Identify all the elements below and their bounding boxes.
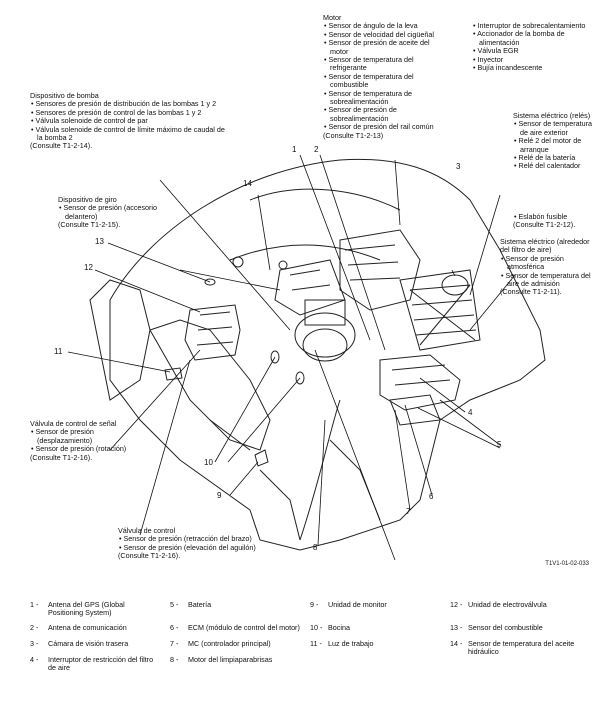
callout-item: Inyector	[472, 55, 592, 64]
callout-item: Eslabón fusible	[513, 212, 601, 221]
ref-number-12: 12	[84, 263, 93, 272]
legend-item: 5 - Batería	[170, 600, 212, 609]
legend-item: 1 - Antena del GPS (Global Positioning Sy…	[30, 600, 125, 618]
ref-number-4: 4	[468, 408, 473, 417]
ref-number-9: 9	[217, 491, 222, 500]
callout-item: Relé de la batería	[513, 153, 595, 162]
callout-control: Válvula de control Sensor de presión (re…	[118, 526, 318, 561]
callout-ref: (Consulte T1-2-14).	[30, 141, 93, 151]
legend-item: 11 - Luz de trabajo	[310, 639, 374, 648]
callout-reles: Sistema eléctrico (relés) Sensor de temp…	[513, 111, 595, 171]
horn-1	[270, 350, 280, 364]
legend-item: 14 - Sensor de temperatura del aceite hid…	[450, 639, 575, 657]
callout-item: Bujía incandescente	[472, 63, 592, 72]
callout-item: Sensor de presión de aceite del motor	[323, 39, 443, 56]
callout-item: Sensores de presión de control de las bo…	[30, 108, 230, 117]
ref-number-2: 2	[314, 145, 319, 154]
pump-unit	[274, 259, 346, 316]
legend-item: 3 - Cámara de visión trasera	[30, 639, 129, 648]
callout-title: Sistema eléctrico (relés)	[513, 111, 591, 120]
callout-ref: (Consulte T1-2-11).	[500, 287, 562, 297]
solenoid-valve-unit	[184, 304, 241, 361]
legend-item: 8 - Motor del limpiaparabrisas	[170, 655, 273, 664]
callout-fusible: Eslabón fusible (Consulte T1-2-12).	[513, 212, 601, 230]
rear-camera	[441, 274, 469, 296]
ref-number-5: 5	[497, 440, 502, 449]
callout-motor: Motor Sensor de ángulo de la leva Sensor…	[323, 13, 443, 140]
callout-title: Válvula de control de señal	[30, 419, 117, 428]
figure-code: T1V1-01-02-033	[545, 561, 589, 567]
callout-item: Accionador de la bomba de alimentación	[472, 30, 592, 47]
callout-title: Dispositivo de giro	[58, 195, 117, 204]
callout-ref: (Consulte T1-2-16).	[30, 452, 93, 462]
ref-number-7: 7	[406, 507, 411, 516]
callout-motor-continued: Interruptor de sobrecalentamiento Accion…	[472, 21, 592, 72]
callout-ref: (Consulte T1-2-16).	[118, 551, 181, 561]
ref-number-1: 1	[292, 145, 297, 154]
callout-ref: (Consulte T1-2-12).	[513, 220, 576, 230]
ref-number-3: 3	[456, 162, 461, 171]
callout-item: Válvula EGR	[472, 46, 592, 55]
swing-motor	[294, 312, 356, 358]
battery-box	[379, 354, 461, 411]
callout-item: Sensor de presión (elevación del aguilón…	[118, 543, 318, 552]
callout-title: Motor	[323, 13, 342, 22]
callout-item: Interruptor de sobrecalentamiento	[472, 21, 592, 30]
callout-item: Sensor de presión del rail común	[323, 122, 443, 131]
legend-item: 13 - Sensor del combustible	[450, 623, 543, 632]
callout-item: Sensor de temperatura del refrigerante	[323, 55, 443, 73]
legend-item: 6 - ECM (módulo de control del motor)	[170, 623, 300, 632]
legend-item: 2 - Antena de comunicación	[30, 623, 127, 632]
callout-item: Sensor de presión (rotación)	[30, 444, 150, 453]
engine-block	[339, 229, 421, 311]
callout-item: Relé del calentador	[513, 162, 595, 171]
ref-number-11: 11	[54, 347, 63, 356]
callout-filtro: Sistema eléctrico (alrededor del filtro …	[500, 237, 598, 297]
callout-item: Sensor de velocidad del cigüeñal	[323, 30, 443, 39]
callout-item: Sensor de temperatura de aire exterior	[513, 120, 595, 137]
ref-number-14: 14	[243, 179, 252, 188]
callout-title: Sistema eléctrico (alrededor del filtro …	[500, 237, 590, 255]
legend-item: 10 - Bocina	[310, 623, 350, 632]
callout-giro: Dispositivo de giro Sensor de presión (a…	[58, 195, 178, 230]
callout-item: Sensor de presión (retracción del brazo)	[118, 534, 318, 543]
callout-item: Sensor de presión atmosférica	[500, 254, 598, 272]
legend-item: 9 - Unidad de monitor	[310, 600, 387, 609]
legend-item: 4 - Interruptor de restricción del filtro…	[30, 655, 154, 673]
callout-item: Sensores de presión de distribución de l…	[30, 99, 230, 108]
callout-item: Sensor de ángulo de la leva	[323, 21, 443, 30]
callout-item: Sensor de presión de sobrealimentación	[323, 106, 443, 123]
callout-bomba: Dispositivo de bomba Sensores de presión…	[30, 91, 230, 151]
callout-item: Sensor de presión (accesorio delantero)	[58, 204, 178, 221]
ref-number-8: 8	[313, 543, 318, 552]
callout-item: Sensor de temperatura del aire de admisi…	[500, 271, 598, 289]
callout-item: Válvula solenoide de control de límite m…	[30, 125, 230, 143]
callout-item: Sensor de presión (desplazamiento)	[30, 428, 150, 445]
callout-item: Sensor de temperatura de sobrealimentaci…	[323, 89, 443, 107]
monitor-unit	[254, 449, 269, 467]
radiator-frame	[399, 269, 481, 351]
ref-number-13: 13	[95, 237, 104, 246]
callout-item: Válvula solenoide de control de par	[30, 116, 230, 125]
legend-item: 7 - MC (controlador principal)	[170, 639, 271, 648]
callout-item: Sensor de temperatura del combustible	[323, 72, 443, 90]
work-light	[164, 367, 183, 381]
legend-item: 12 - Unidad de electroválvula	[450, 600, 547, 609]
callout-item: Relé 2 del motor de arranque	[513, 137, 595, 154]
ref-number-6: 6	[429, 492, 434, 501]
horn-2	[295, 371, 305, 385]
callout-senal: Válvula de control de señal Sensor de pr…	[30, 419, 150, 462]
ref-number-10: 10	[204, 458, 213, 467]
callout-ref: (Consulte T1-2-13)	[323, 130, 384, 140]
callout-ref: (Consulte T1-2-15).	[58, 220, 121, 230]
callout-title: Válvula de control	[118, 526, 176, 535]
callout-title: Dispositivo de bomba	[30, 91, 99, 100]
